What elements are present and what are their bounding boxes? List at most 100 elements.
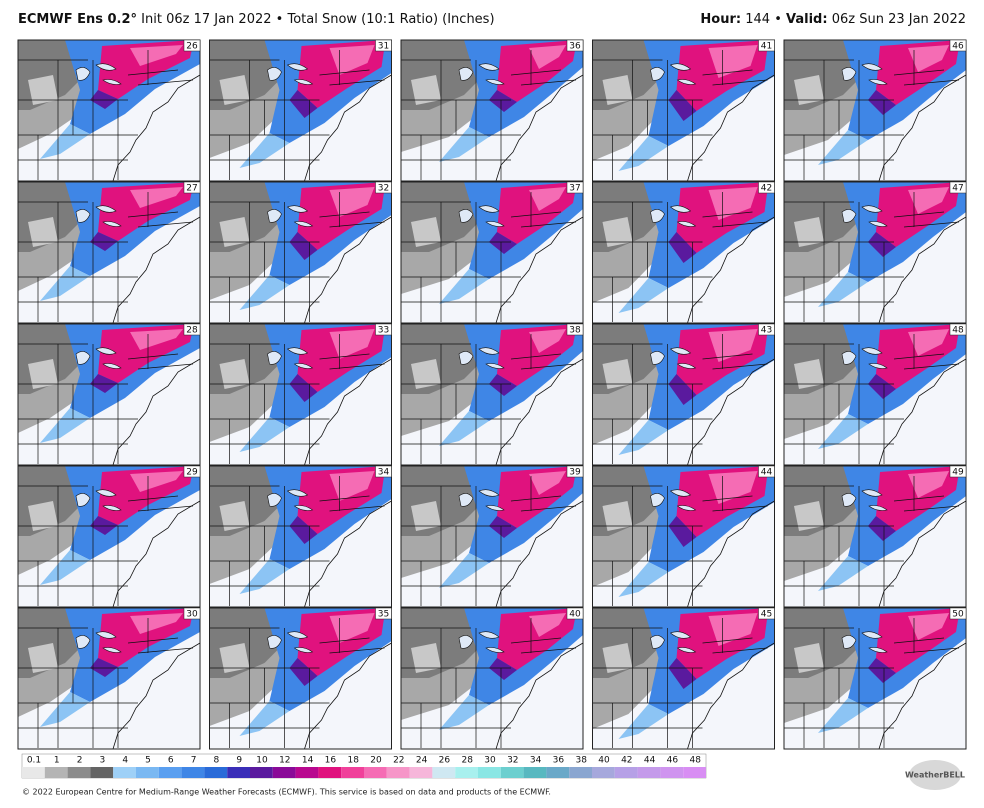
colorbar-label: 6 xyxy=(168,756,174,766)
state-lines xyxy=(592,334,768,464)
panel-frame xyxy=(400,39,584,182)
lakes xyxy=(267,205,314,227)
lakes xyxy=(458,631,505,653)
snow-patch xyxy=(219,643,250,673)
member-label: 29 xyxy=(186,468,198,478)
snow-blue-light xyxy=(40,692,90,727)
colorbar-swatch xyxy=(341,767,364,778)
colorbar-label: 22 xyxy=(393,756,404,766)
colorbar-label: 2 xyxy=(77,756,83,766)
map-panel: 33 xyxy=(209,323,392,466)
member-box xyxy=(949,465,967,478)
snow-patch xyxy=(602,217,633,247)
panel-frame xyxy=(783,607,967,750)
model: ECMWF Ens 0.2° xyxy=(18,12,138,27)
snow-purple xyxy=(868,516,896,541)
colorbar-swatch xyxy=(364,767,387,778)
map xyxy=(592,608,775,749)
member-label: 31 xyxy=(378,42,389,52)
state-lines xyxy=(592,50,768,180)
member-box xyxy=(566,465,584,478)
panel-frame xyxy=(592,39,775,182)
member-box xyxy=(375,607,392,620)
snow-purple xyxy=(489,658,517,680)
snow-patch xyxy=(28,75,58,105)
colorbar-swatch xyxy=(295,767,319,778)
map xyxy=(784,324,966,465)
member-box xyxy=(566,323,584,336)
colorbar-swatch xyxy=(500,767,524,778)
snow-pink-light xyxy=(329,187,375,217)
colorbar-swatch xyxy=(455,767,478,778)
snow-patch xyxy=(219,217,250,247)
colorbar-label: 7 xyxy=(191,756,197,766)
member-box xyxy=(949,323,967,336)
snow-purple xyxy=(289,516,318,544)
colorbar-swatch xyxy=(181,767,205,778)
snow-purple xyxy=(489,374,517,396)
member-label: 37 xyxy=(569,184,580,194)
member-label: 35 xyxy=(378,610,389,620)
snow-patch xyxy=(411,643,441,673)
map xyxy=(209,40,392,181)
snow-blue-light xyxy=(818,414,868,449)
coastline xyxy=(495,74,583,181)
panel-frame xyxy=(209,323,392,466)
state-lines xyxy=(784,334,960,464)
state-lines xyxy=(18,618,194,748)
snow-pink-light xyxy=(908,471,949,498)
snow-blue-light xyxy=(818,272,868,307)
member-label: 42 xyxy=(761,184,772,194)
map-panel: 46 xyxy=(783,39,967,182)
snow-pink-light xyxy=(529,187,566,211)
snow-pink-light xyxy=(329,613,375,643)
lakes xyxy=(841,347,888,369)
state-lines xyxy=(401,192,577,322)
panel-frame xyxy=(17,323,201,466)
snow-blue-light xyxy=(439,553,489,588)
lakes xyxy=(650,347,697,369)
member-label: 48 xyxy=(952,326,964,336)
member-box xyxy=(758,607,775,620)
logo-badge xyxy=(909,760,961,790)
header-right: Hour: 144 • Valid: 06z Sun 23 Jan 2022 xyxy=(700,12,966,27)
member-box xyxy=(375,39,392,52)
colorbar-swatch xyxy=(660,767,684,778)
member-box xyxy=(949,39,967,52)
lakes xyxy=(75,347,122,369)
colorbar-label: 30 xyxy=(484,756,496,766)
member-label: 33 xyxy=(378,326,389,336)
logo: WeatherBELL xyxy=(905,771,965,780)
map-panel: 37 xyxy=(400,181,584,324)
member-box xyxy=(758,39,775,52)
snow-blue-light xyxy=(40,408,90,443)
panel-frame xyxy=(17,465,201,608)
snow-patch xyxy=(411,359,441,389)
panel-frame xyxy=(592,181,775,324)
colorbar-swatch xyxy=(546,767,570,778)
colorbar-swatch xyxy=(409,767,433,778)
member-box xyxy=(949,607,967,620)
map xyxy=(209,608,392,749)
colorbar-swatch xyxy=(592,767,615,778)
snow-patch xyxy=(411,217,441,247)
member-label: 36 xyxy=(569,42,581,52)
panel-frame xyxy=(17,181,201,324)
coastline xyxy=(687,74,775,181)
panel-frame xyxy=(209,607,392,750)
coastline xyxy=(304,642,392,749)
coastline xyxy=(878,358,966,465)
coastline xyxy=(112,216,200,323)
colorbar-swatch xyxy=(614,767,638,778)
colorbar-label: 26 xyxy=(439,756,451,766)
member-label: 41 xyxy=(761,42,772,52)
member-box xyxy=(758,181,775,194)
snow-pink-light xyxy=(130,187,183,208)
member-label: 39 xyxy=(569,468,581,478)
colorbar-label: 46 xyxy=(667,756,679,766)
state-lines xyxy=(209,50,385,180)
snow-pink-light xyxy=(708,471,758,504)
map xyxy=(18,324,200,465)
map-panel: 29 xyxy=(17,465,201,608)
colorbar-label: 9 xyxy=(236,756,242,766)
